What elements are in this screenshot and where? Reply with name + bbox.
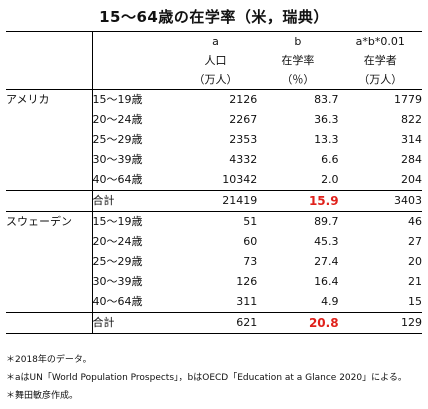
total-row-sweden: 合計 621 20.8 129 bbox=[6, 312, 422, 334]
footnotes: ＊2018年のデータ。 ＊aはUN「World Population Prosp… bbox=[6, 351, 407, 405]
footnote-data-year: ＊2018年のデータ。 bbox=[6, 355, 92, 365]
students-cell: 21 bbox=[408, 275, 422, 288]
population-cell: 2267 bbox=[229, 113, 258, 126]
population-cell: 60 bbox=[243, 235, 258, 248]
age-cell: 30～39歳 bbox=[91, 150, 174, 170]
table-row: 20～24歳 60 45.3 27 bbox=[6, 232, 422, 252]
total-students: 129 bbox=[338, 312, 422, 334]
age-cell: 25～29歳 bbox=[91, 130, 174, 150]
table-row: アメリカ 15～19歳 2126 83.7 1779 bbox=[6, 89, 422, 110]
country-label-usa: アメリカ bbox=[6, 93, 50, 106]
header-letter-ab: a*b*0.01 bbox=[338, 31, 422, 51]
header-letter-a: a bbox=[173, 31, 258, 51]
students-cell: 1779 bbox=[394, 93, 422, 106]
table-row: スウェーデン 15～19歳 51 89.7 46 bbox=[6, 211, 422, 232]
age-cell: 25～29歳 bbox=[91, 252, 174, 272]
rate-cell: 27.4 bbox=[314, 255, 339, 268]
students-cell: 15 bbox=[408, 295, 422, 308]
population-cell: 10342 bbox=[222, 173, 258, 186]
table-row: 40～64歳 311 4.9 15 bbox=[6, 292, 422, 313]
table-row: 30～39歳 126 16.4 21 bbox=[6, 272, 422, 292]
header-unit-rate: （％） bbox=[257, 70, 339, 90]
population-cell: 2353 bbox=[229, 133, 258, 146]
age-cell: 30～39歳 bbox=[91, 272, 174, 292]
header-row-letters: a b a*b*0.01 bbox=[6, 31, 422, 51]
age-cell: 40～64歳 bbox=[91, 170, 174, 191]
students-cell: 46 bbox=[408, 215, 422, 228]
header-students: 在学者 bbox=[363, 54, 397, 67]
students-cell: 284 bbox=[401, 153, 422, 166]
age-cell: 15～19歳 bbox=[91, 211, 174, 232]
rate-cell: 6.6 bbox=[321, 153, 339, 166]
rate-cell: 2.0 bbox=[321, 173, 339, 186]
header-row-units: （万人） （％） （万人） bbox=[6, 70, 422, 90]
table-row: 40～64歳 10342 2.0 204 bbox=[6, 170, 422, 191]
students-cell: 822 bbox=[401, 113, 422, 126]
footnote-author: ＊舞田敏彦作成。 bbox=[6, 391, 79, 401]
total-students: 3403 bbox=[338, 190, 422, 212]
total-label: 合計 bbox=[91, 190, 174, 212]
rate-cell: 89.7 bbox=[314, 215, 339, 228]
population-cell: 51 bbox=[243, 215, 258, 228]
students-cell: 314 bbox=[401, 133, 422, 146]
age-cell: 20～24歳 bbox=[91, 110, 174, 130]
header-letter-b: b bbox=[257, 31, 339, 51]
table-row: 25～29歳 2353 13.3 314 bbox=[6, 130, 422, 150]
footnote-sources: ＊aはUN「World Population Prospects」，bはOECD… bbox=[6, 373, 407, 383]
header-row-names: 人口 在学率 在学者 bbox=[6, 51, 422, 70]
total-row-usa: 合計 21419 15.9 3403 bbox=[6, 190, 422, 212]
table-row: 25～29歳 73 27.4 20 bbox=[6, 252, 422, 272]
rate-cell: 83.7 bbox=[314, 93, 339, 106]
students-cell: 20 bbox=[408, 255, 422, 268]
header-unit-students: （万人） bbox=[338, 70, 422, 90]
population-cell: 126 bbox=[236, 275, 258, 288]
table-title: 15～64歳の在学率（米，瑞典） bbox=[99, 8, 329, 26]
total-population: 21419 bbox=[173, 190, 258, 212]
total-population: 621 bbox=[173, 312, 258, 334]
total-rate-highlight: 15.9 bbox=[257, 190, 339, 212]
students-cell: 27 bbox=[408, 235, 422, 248]
header-corner bbox=[6, 31, 92, 51]
table-row: 30～39歳 4332 6.6 284 bbox=[6, 150, 422, 170]
total-label: 合計 bbox=[91, 312, 174, 334]
country-label-sweden: スウェーデン bbox=[6, 215, 72, 228]
rate-cell: 16.4 bbox=[314, 275, 339, 288]
rate-cell: 36.3 bbox=[314, 113, 339, 126]
table-row: 20～24歳 2267 36.3 822 bbox=[6, 110, 422, 130]
age-cell: 15～19歳 bbox=[91, 89, 174, 110]
enrollment-table: a b a*b*0.01 人口 在学率 在学者 （万人） （％） （万人） アメ… bbox=[6, 31, 422, 334]
rate-cell: 45.3 bbox=[314, 235, 339, 248]
population-cell: 73 bbox=[243, 255, 258, 268]
population-cell: 2126 bbox=[229, 93, 258, 106]
students-cell: 204 bbox=[401, 173, 422, 186]
header-age-blank bbox=[91, 31, 174, 51]
header-population: 人口 bbox=[204, 54, 227, 67]
population-cell: 311 bbox=[236, 295, 258, 308]
age-cell: 40～64歳 bbox=[91, 292, 174, 313]
population-cell: 4332 bbox=[229, 153, 258, 166]
age-cell: 20～24歳 bbox=[91, 232, 174, 252]
rate-cell: 13.3 bbox=[314, 133, 339, 146]
header-unit-population: （万人） bbox=[173, 70, 258, 90]
total-rate-highlight: 20.8 bbox=[257, 312, 339, 334]
rate-cell: 4.9 bbox=[321, 295, 339, 308]
header-enrollment-rate: 在学率 bbox=[281, 54, 315, 67]
